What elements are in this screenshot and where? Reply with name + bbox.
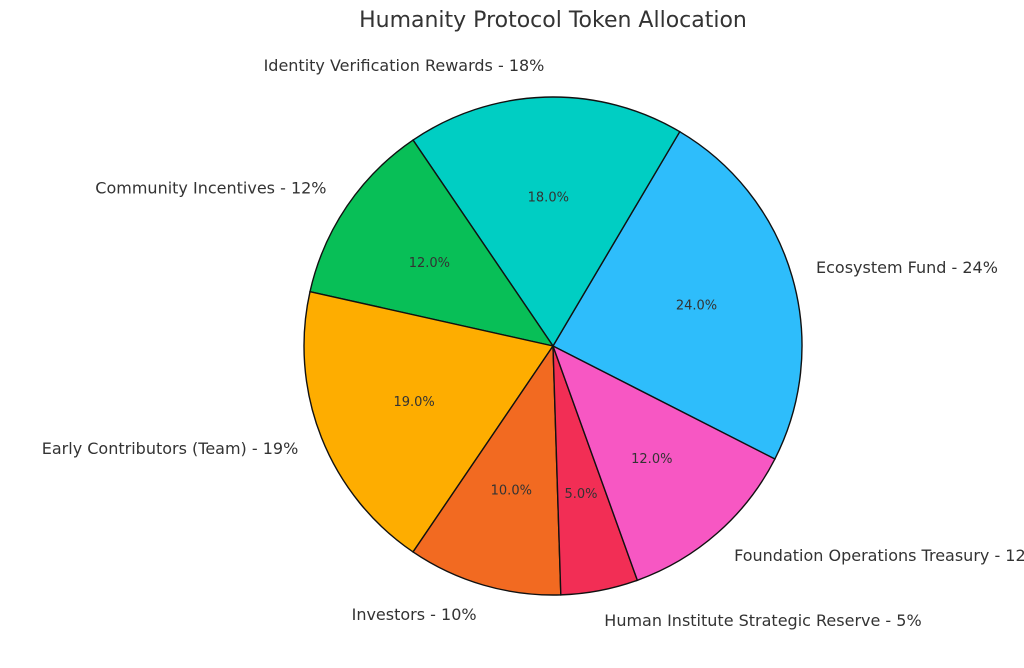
slice-name-label: Ecosystem Fund - 24% (816, 258, 998, 277)
pie-slice (412, 343, 562, 596)
slice-percent-label: 10.0% (491, 484, 532, 499)
pie-slices (303, 96, 803, 596)
slice-percent-label: 12.0% (409, 256, 450, 271)
slice-name-label: Community Incentives - 12% (95, 179, 326, 198)
slice-name-label: Investors - 10% (352, 605, 477, 624)
pie-slice (309, 139, 555, 348)
slice-name-label: Foundation Operations Treasury - 12% (734, 546, 1024, 565)
slice-percent-label: 19.0% (393, 395, 434, 410)
slice-name-label: Early Contributors (Team) - 19% (42, 439, 299, 458)
pie-slice (551, 344, 776, 582)
chart-title: Humanity Protocol Token Allocation (359, 8, 747, 33)
slice-percent-label: 18.0% (528, 191, 569, 206)
slice-labels: Ecosystem Fund - 24% Identity Verificatio… (42, 56, 1024, 630)
pie-slice (412, 96, 681, 348)
slice-percent-label: 12.0% (631, 452, 672, 467)
slice-name-label: Human Institute Strategic Reserve - 5% (604, 611, 921, 630)
percent-labels: 24.0% 18.0% 12.0% 19.0% 10.0% 5.0% 12.0% (393, 191, 717, 502)
pie-slice (303, 290, 555, 553)
slice-percent-label: 5.0% (564, 487, 597, 502)
slice-name-label: Identity Verification Rewards - 18% (264, 56, 545, 75)
slice-percent-label: 24.0% (676, 298, 717, 313)
